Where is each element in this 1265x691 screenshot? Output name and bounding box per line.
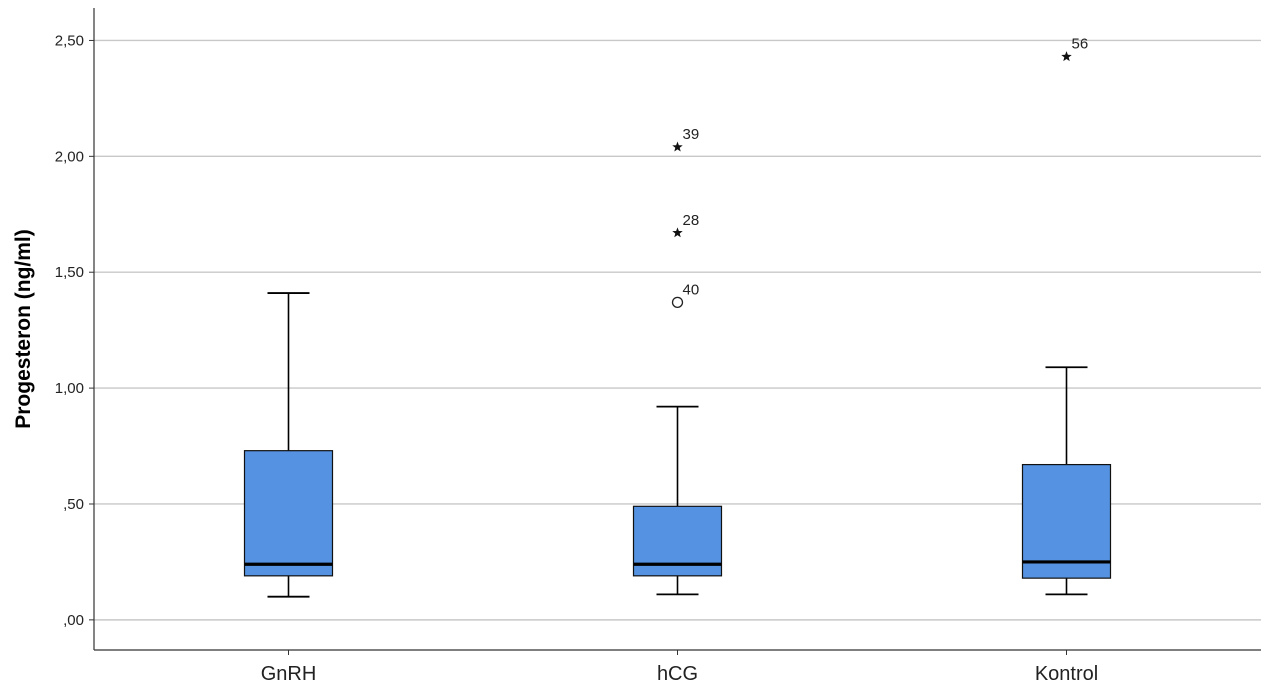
outlier-star: [672, 227, 683, 238]
outlier-star: [672, 141, 683, 152]
x-tick-label: GnRH: [261, 663, 317, 685]
y-tick-label: 2,50: [55, 32, 84, 49]
box-group-hcg: 40 28 39: [632, 126, 723, 596]
y-tick-label: ,50: [63, 496, 84, 513]
y-tick-labels: ,00 ,50 1,00 1,50 2,00 2,50: [55, 32, 84, 628]
iqr-box: [243, 450, 334, 577]
y-tick-label: 1,50: [55, 264, 84, 281]
x-tick-label: hCG: [657, 663, 698, 685]
outlier-label: 39: [683, 126, 700, 143]
outlier-label: 28: [683, 212, 700, 229]
y-tick-label: 2,00: [55, 148, 84, 165]
iqr-box: [1021, 463, 1112, 579]
box-group-kontrol: 56: [1021, 36, 1112, 596]
x-tick-label: Kontrol: [1035, 663, 1098, 685]
outlier-label: 40: [683, 281, 700, 298]
box-group-gnrh: [243, 292, 334, 598]
outlier-star: [1061, 51, 1072, 62]
y-tick-label: ,00: [63, 612, 84, 629]
y-axis-title: Progesteron (ng/ml): [12, 229, 35, 429]
boxplot-series: 40 28 39 56: [243, 36, 1112, 598]
x-tick-labels: GnRH hCG Kontrol: [261, 650, 1098, 685]
y-tick-label: 1,00: [55, 380, 84, 397]
outlier-circle: [671, 296, 684, 308]
outlier-label: 56: [1072, 36, 1089, 53]
